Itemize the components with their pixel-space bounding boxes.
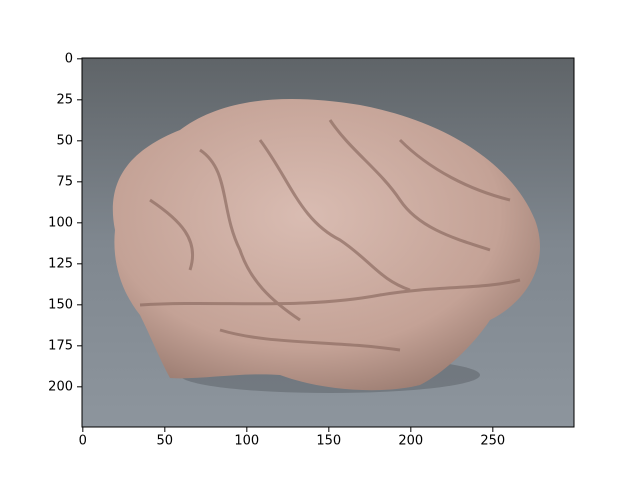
y-tick-label: 150 — [48, 297, 73, 312]
brain — [112, 98, 540, 391]
y-tick-label: 100 — [48, 215, 73, 230]
x-tick-label: 100 — [234, 434, 259, 449]
x-tick-label: 200 — [398, 434, 423, 449]
y-tick-label: 175 — [48, 338, 73, 353]
x-tick-label: 50 — [157, 434, 174, 449]
folds — [139, 119, 521, 352]
y-tick-label: 75 — [56, 174, 73, 189]
image — [82, 58, 574, 427]
y-tick-label: 125 — [48, 256, 73, 271]
x-tick-label: 0 — [79, 434, 87, 449]
y-tick-label: 25 — [56, 92, 73, 107]
x-tick-label: 250 — [480, 434, 505, 449]
y-tick-label: 50 — [56, 133, 73, 148]
y-tick-label: 0 — [65, 51, 73, 66]
y-tick-label: 200 — [48, 379, 73, 394]
axes-frame — [81, 57, 575, 428]
x-tick-label: 150 — [316, 434, 341, 449]
